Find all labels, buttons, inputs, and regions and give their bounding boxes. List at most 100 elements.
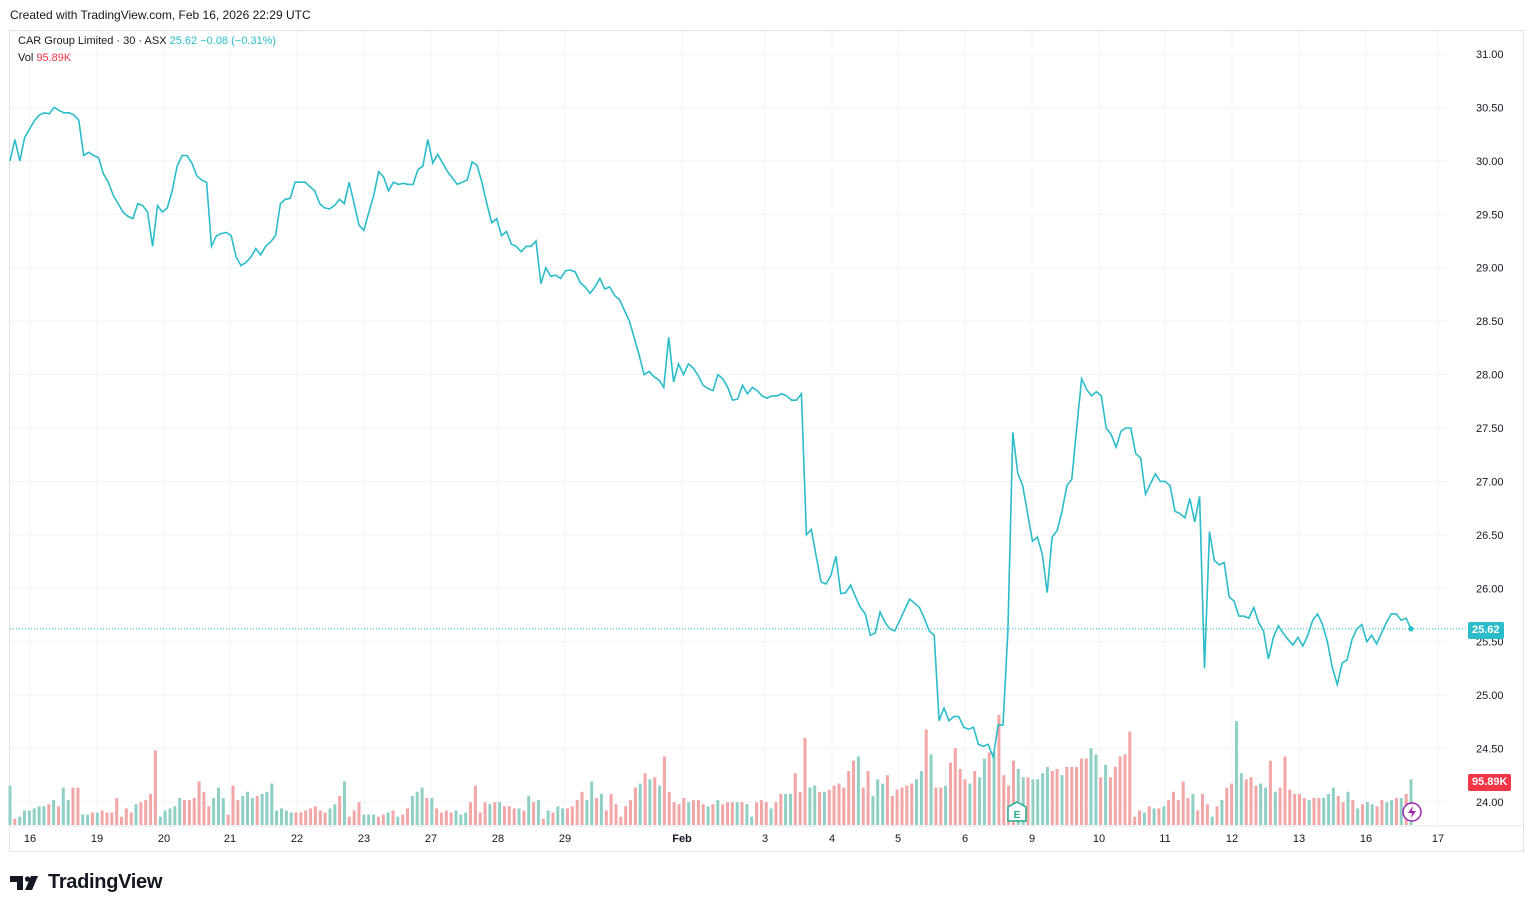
volume-bar — [241, 795, 245, 825]
y-tick-label: 27.00 — [1476, 476, 1504, 488]
volume-bar — [299, 812, 303, 825]
volume-bar — [1133, 816, 1137, 825]
volume-bar — [343, 781, 346, 825]
volume-bar — [1346, 791, 1350, 825]
volume-bar — [449, 812, 453, 825]
y-tick-label: 26.00 — [1476, 583, 1504, 595]
volume-bar — [847, 771, 851, 825]
events: E — [1007, 801, 1027, 822]
volume-bar — [987, 752, 991, 825]
volume-bar — [992, 752, 996, 825]
volume-bar — [18, 816, 22, 825]
volume-bar — [1365, 802, 1369, 825]
volume-bar — [900, 787, 904, 825]
volume-bar — [1259, 783, 1263, 825]
x-tick-label: 17 — [1432, 833, 1444, 845]
volume-bar — [27, 810, 31, 825]
volume-bar — [866, 771, 870, 825]
volume-bar — [740, 802, 744, 825]
volume-bar — [755, 802, 759, 825]
volume-bar — [803, 737, 807, 825]
volume-bar — [115, 798, 119, 825]
volume-bar — [1152, 808, 1156, 825]
volume-bar — [910, 783, 914, 825]
volume-bar — [968, 783, 972, 825]
volume-bar — [134, 804, 138, 825]
volume-bar — [793, 773, 797, 825]
volume-bar — [1172, 791, 1175, 825]
volume-bar — [246, 791, 249, 825]
vol-label: Vol — [18, 52, 34, 64]
volume-bar — [1273, 791, 1277, 825]
volume-bar — [430, 798, 434, 825]
volume-bar — [1254, 785, 1258, 825]
volume-bar — [566, 808, 569, 825]
x-tick-label: 21 — [224, 833, 236, 845]
volume-bar — [1186, 798, 1190, 825]
volume-bar — [13, 818, 17, 825]
volume-bar — [57, 806, 60, 825]
volume-bar — [1084, 758, 1088, 825]
volume-bar — [221, 798, 225, 825]
x-tick-label: 19 — [91, 833, 103, 845]
volume-bar — [483, 802, 487, 825]
volume-bar — [1298, 793, 1301, 825]
volume-bar — [231, 785, 235, 825]
volume-bar — [381, 814, 385, 825]
volume-bar — [895, 789, 899, 825]
volume-bar — [512, 808, 516, 825]
volume-bar — [706, 806, 710, 825]
volume-bar — [662, 756, 666, 825]
volume-bar — [1399, 798, 1403, 825]
legend-symbol[interactable]: CAR Group Limited · 30 · ASX 25.62 −0.08… — [18, 35, 276, 47]
volume-bar — [473, 785, 477, 825]
volume-bar — [687, 802, 691, 825]
volume-bar — [178, 798, 182, 825]
volume-bar — [1268, 760, 1272, 825]
x-tick-label: Feb — [672, 833, 692, 845]
volume-bar — [551, 812, 555, 825]
volume-bar — [1036, 779, 1040, 825]
y-tick-label: 29.50 — [1476, 209, 1504, 221]
volume-bar — [333, 804, 337, 825]
volume-bar — [658, 785, 662, 825]
x-tick-label: 23 — [358, 833, 370, 845]
volume-bar — [672, 802, 676, 825]
volume-bar — [1123, 754, 1127, 825]
volume-bar — [1021, 777, 1025, 825]
volume-bar — [236, 800, 240, 825]
volume-bar — [1079, 758, 1083, 825]
x-tick-label: 12 — [1226, 833, 1238, 845]
volume-bar — [124, 808, 128, 825]
volume-bar — [929, 754, 933, 825]
volume-bar — [81, 814, 85, 825]
volume-bar — [556, 806, 560, 825]
x-tick-label: 16 — [24, 833, 36, 845]
volume-bar — [1278, 787, 1282, 825]
volume-bar — [173, 806, 177, 825]
volume-bar — [37, 806, 41, 825]
volume-bar — [212, 798, 216, 825]
volume-bar — [1239, 773, 1243, 825]
volume-bar — [1288, 789, 1292, 825]
chart-frame — [9, 30, 1524, 852]
volume-bar — [464, 812, 468, 825]
volume-bar — [609, 793, 613, 825]
tradingview-logo[interactable]: TradingView — [10, 871, 162, 894]
volume-bar — [71, 787, 75, 825]
y-tick-label: 31.00 — [1476, 49, 1504, 61]
lightning-icon — [1402, 802, 1422, 822]
volume-bar — [667, 791, 671, 825]
volume-bar — [779, 793, 783, 825]
volume-bar — [604, 810, 608, 825]
legend-volume[interactable]: Vol 95.89K — [18, 52, 71, 64]
volume-bar — [934, 787, 938, 825]
volume-bar — [120, 816, 123, 825]
volume-bar — [270, 783, 274, 825]
volume-bar — [822, 791, 826, 825]
volume-bar — [677, 804, 681, 825]
created-with-text: Created with TradingView.com, Feb 16, 20… — [10, 8, 311, 22]
last-price-dot — [1408, 626, 1414, 632]
x-tick-label: 10 — [1093, 833, 1105, 845]
